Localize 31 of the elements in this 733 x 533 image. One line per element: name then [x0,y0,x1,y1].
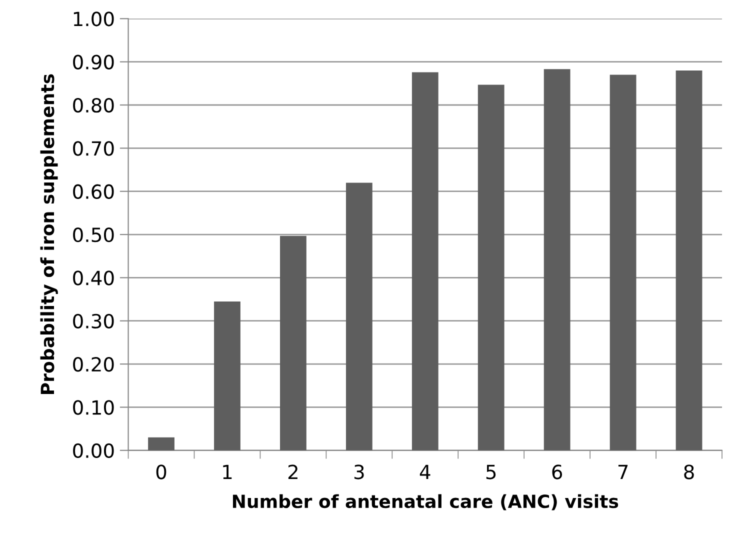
bar [280,236,306,450]
y-tick-label: 0.00 [73,443,114,458]
x-tick-label: 0 [156,464,166,480]
x-tick-label: 5 [486,464,496,480]
y-tick-label: 0.30 [73,314,114,329]
x-tick-label: 7 [618,464,628,480]
bar [346,182,372,450]
x-tick-label: 1 [223,464,232,480]
y-tick-label: 0.70 [73,141,114,156]
y-tick-label: 0.40 [73,270,114,286]
bar [214,301,240,450]
bar [544,69,570,450]
y-tick-label: 0.80 [73,98,114,113]
x-axis-title: Number of antenatal care (ANC) visits [232,494,618,510]
bar [148,437,174,450]
y-tick-label: 0.20 [73,356,114,372]
x-tick-label: 2 [288,464,298,480]
x-tick-label: 4 [420,464,430,480]
x-tick-label: 8 [684,464,694,480]
y-tick-label: 0.90 [73,54,114,70]
bar [478,84,504,450]
y-tick-label: 0.60 [73,184,114,200]
bar [610,74,636,450]
y-tick-label: 1.00 [74,12,114,26]
y-axis-title: Probability of iron supplements [40,74,58,394]
x-tick-label: 6 [552,464,562,480]
bar [412,72,438,450]
x-tick-label: 3 [354,464,364,480]
y-tick-label: 0.10 [73,400,114,415]
y-tick-label: 0.50 [73,227,114,242]
bar [676,70,702,450]
